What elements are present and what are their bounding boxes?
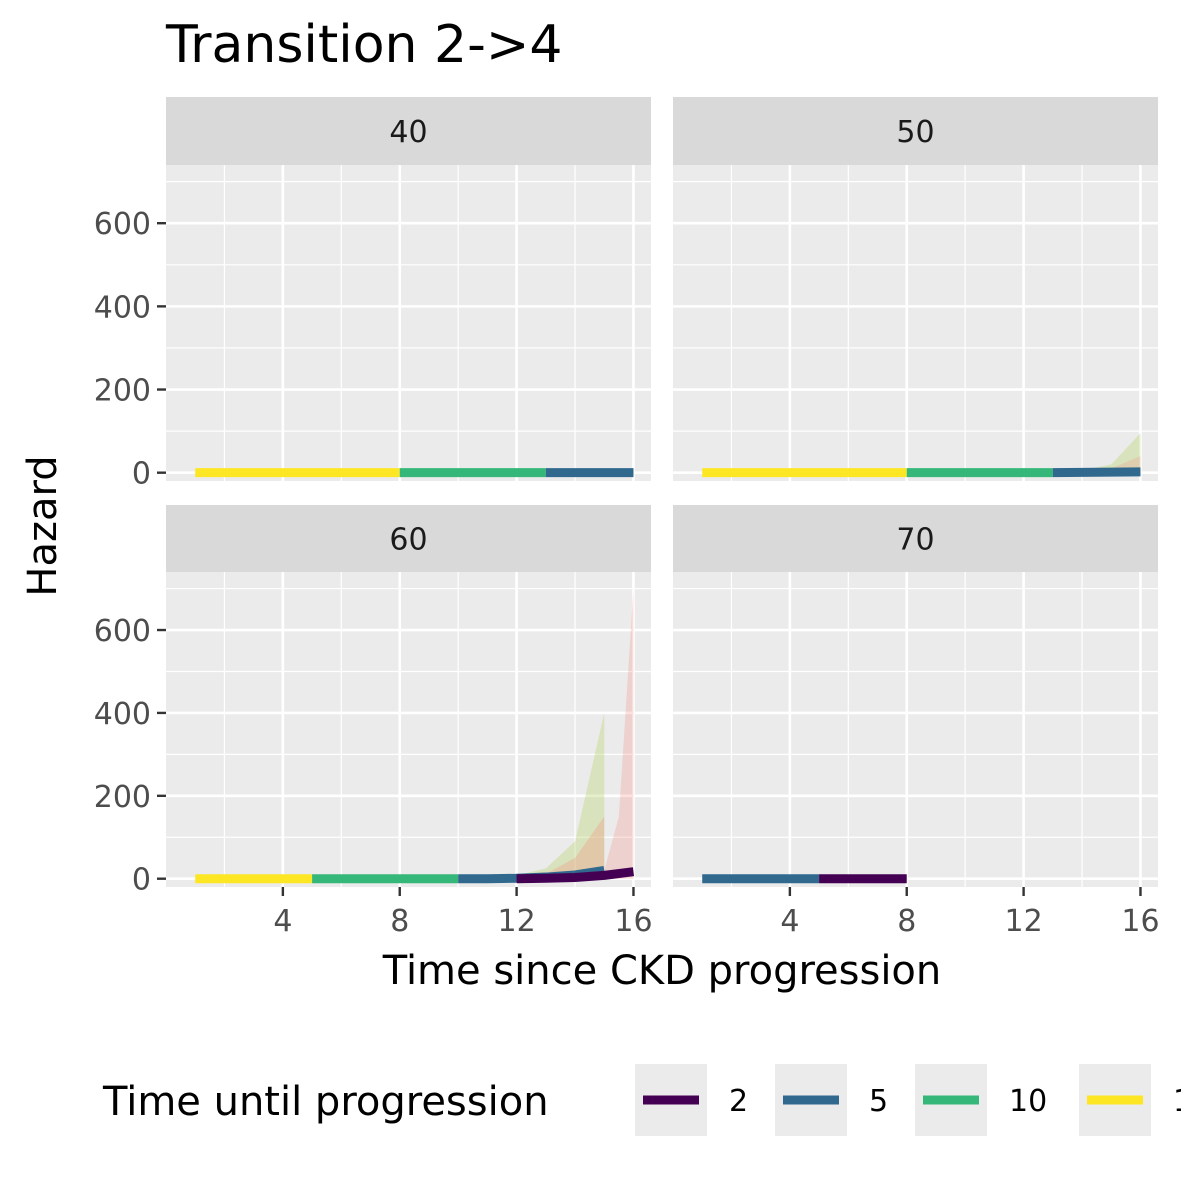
confidence-ribbon [516, 816, 605, 879]
facet-strip [673, 505, 1158, 572]
panel-background [166, 165, 651, 481]
chart-title: Transition 2->4 [165, 15, 563, 75]
y-axes: 0 200 400 600 0 200 400 600 [94, 207, 166, 898]
panel-40: 40 [166, 97, 651, 481]
legend-title: Time until progression [102, 1079, 549, 1125]
x-tick-label: 16 [1121, 904, 1159, 939]
series-line-blue [1052, 467, 1141, 478]
facet-strip [166, 505, 651, 572]
x-tick-label: 12 [1005, 904, 1043, 939]
x-tick-label: 4 [780, 904, 799, 939]
facet-strip-label: 50 [896, 115, 934, 150]
facet-strip-label: 40 [389, 115, 427, 150]
confidence-ribbon [1052, 433, 1141, 473]
y-axis-title: Hazard [20, 455, 66, 596]
y-tick-label: 600 [94, 614, 151, 649]
y-tick-label: 400 [94, 697, 151, 732]
legend: Time until progression 2 5 10 1 [102, 1064, 1181, 1136]
panel-60: 60 [166, 505, 651, 887]
y-tick-label: 0 [132, 863, 151, 898]
x-tick-label: 8 [897, 904, 916, 939]
x-tick-label: 16 [614, 904, 652, 939]
legend-entry-label: 2 [729, 1084, 748, 1119]
y-tick-label: 400 [94, 290, 151, 325]
x-axis-title: Time since CKD progression [382, 948, 942, 994]
x-tick-label: 12 [498, 904, 536, 939]
facet-strip-label: 60 [389, 523, 427, 558]
legend-entry-5: 5 [775, 1064, 888, 1136]
facet-strip [166, 97, 651, 165]
panel-background [673, 165, 1158, 481]
y-tick-label: 200 [94, 374, 151, 409]
legend-entry-1: 1 [1079, 1064, 1181, 1136]
y-tick-label: 0 [132, 457, 151, 492]
facet-strip-label: 70 [896, 523, 934, 558]
legend-entry-2: 2 [635, 1064, 748, 1136]
panels: 40 50 60 70 [166, 97, 1158, 887]
x-tick-label: 8 [390, 904, 409, 939]
legend-entry-10: 10 [915, 1064, 1047, 1136]
x-tick-label: 4 [273, 904, 292, 939]
legend-entry-label: 1 [1173, 1084, 1181, 1119]
facet-strip [673, 97, 1158, 165]
panel-background [166, 572, 651, 887]
panel-50: 50 [673, 97, 1158, 481]
x-axes: 4 8 12 16 4 8 12 16 [273, 887, 1160, 939]
legend-entry-label: 5 [869, 1084, 888, 1119]
confidence-ribbon [458, 712, 605, 879]
series-line-purple [516, 867, 635, 884]
panel-70: 70 [673, 505, 1158, 887]
panel-background [673, 572, 1158, 887]
y-tick-label: 600 [94, 207, 151, 242]
y-tick-label: 200 [94, 780, 151, 815]
legend-entry-label: 10 [1009, 1084, 1047, 1119]
confidence-ribbon [604, 588, 634, 879]
